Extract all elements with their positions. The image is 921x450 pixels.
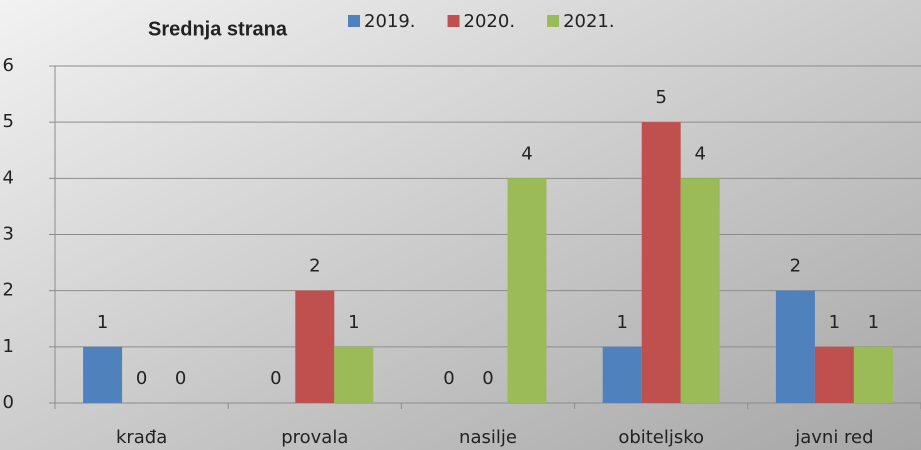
- bar: [295, 290, 335, 403]
- value-label: 1: [616, 312, 627, 333]
- legend-label: 2021.: [563, 11, 615, 32]
- y-tick-label: 0: [3, 392, 14, 413]
- chart-title: Srednja strana: [148, 18, 288, 40]
- bar: [83, 346, 123, 403]
- y-tick-label: 3: [3, 224, 14, 245]
- bar: [853, 346, 893, 403]
- value-label: 2: [309, 256, 320, 277]
- bar: [602, 346, 642, 403]
- bar: [775, 290, 815, 403]
- bar: [680, 178, 720, 403]
- x-tick-label: javni red: [794, 427, 873, 448]
- value-label: 0: [175, 368, 186, 389]
- value-label: 0: [270, 368, 281, 389]
- value-label: 0: [482, 368, 493, 389]
- value-label: 1: [348, 312, 359, 333]
- bar: [641, 122, 681, 404]
- value-label: 4: [694, 143, 705, 164]
- value-label: 1: [97, 312, 108, 333]
- legend-swatch: [348, 15, 360, 27]
- bar: [507, 178, 547, 403]
- value-label: 0: [136, 368, 147, 389]
- x-tick-label: nasilje: [459, 427, 517, 448]
- x-tick-label: provala: [281, 427, 348, 448]
- value-label: 1: [829, 312, 840, 333]
- y-tick-label: 2: [3, 280, 14, 301]
- legend-swatch: [447, 15, 460, 27]
- legend-label: 2019.: [364, 11, 416, 32]
- y-tick-label: 5: [3, 111, 14, 132]
- value-label: 4: [521, 143, 532, 164]
- legend-swatch: [547, 15, 560, 27]
- y-tick-label: 4: [3, 167, 14, 188]
- bar: [334, 346, 374, 403]
- legend-label: 2020.: [464, 11, 516, 32]
- value-label: 2: [790, 256, 801, 277]
- y-tick-label: 6: [3, 55, 14, 76]
- y-tick-label: 1: [3, 336, 14, 357]
- x-tick-label: obiteljsko: [618, 427, 704, 448]
- x-tick-label: krađa: [116, 427, 167, 448]
- bar: [814, 346, 854, 403]
- value-label: 1: [868, 312, 879, 333]
- value-label: 5: [655, 87, 666, 108]
- value-label: 0: [443, 368, 454, 389]
